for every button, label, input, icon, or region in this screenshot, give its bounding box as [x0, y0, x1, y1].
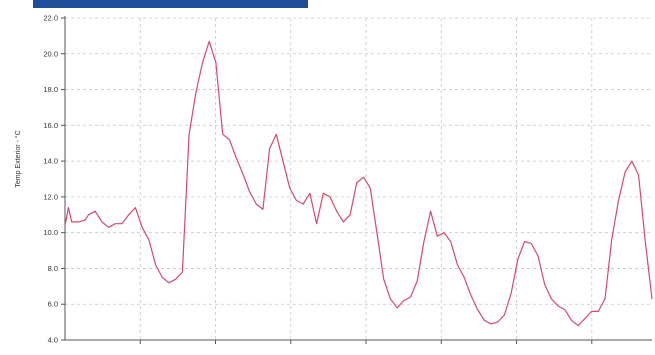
y-tick-label: 16.0	[43, 121, 58, 130]
header-accent-bar	[33, 0, 308, 8]
axes	[61, 16, 652, 344]
y-tick-label: 8.0	[48, 264, 58, 273]
y-tick-label: 10.0	[43, 228, 58, 237]
y-tick-label: 6.0	[48, 300, 58, 309]
y-tick-label: 12.0	[43, 192, 58, 201]
y-tick-label: 22.0	[43, 14, 58, 23]
y-tick-label: 20.0	[43, 49, 58, 58]
y-tick-labels: 4.0 6.0 8.0 10.0 12.0 14.0 16.0 18.0 20.0 22.0	[43, 14, 58, 345]
temperature-series-line	[64, 40, 653, 327]
series-layer	[64, 40, 653, 327]
y-tick-label: 14.0	[43, 157, 58, 166]
grid-lines	[65, 17, 652, 341]
y-tick-label: 18.0	[43, 85, 58, 94]
y-axis-label: Temp Exterior - °C	[14, 130, 22, 187]
y-tick-label: 4.0	[48, 336, 58, 345]
